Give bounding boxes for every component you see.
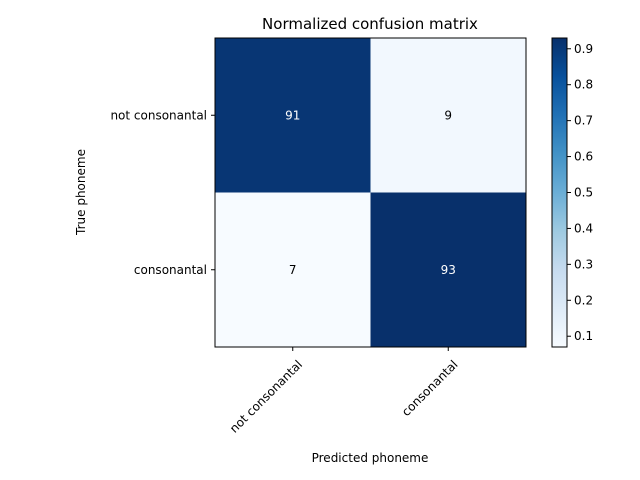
x-tick-label: consonantal xyxy=(399,357,461,419)
colorbar-tick-label: 0.5 xyxy=(574,186,593,200)
colorbar-tick-label: 0.8 xyxy=(574,78,593,92)
y-axis-label: True phoneme xyxy=(74,149,88,236)
matrix-cells xyxy=(215,38,526,347)
matrix-cell xyxy=(215,38,371,193)
colorbar-tick-label: 0.4 xyxy=(574,221,593,235)
y-tick-label: consonantal xyxy=(134,263,207,277)
matrix-cell xyxy=(370,192,526,347)
chart-title: Normalized confusion matrix xyxy=(262,15,478,33)
matrix-cell-label: 9 xyxy=(444,108,452,122)
y-axis-ticks: not consonantal consonantal xyxy=(110,108,215,277)
matrix-cell-label: 93 xyxy=(441,263,456,277)
matrix-cell-label: 91 xyxy=(285,108,300,122)
matrix-cell xyxy=(370,38,526,193)
x-axis-label: Predicted phoneme xyxy=(312,451,429,465)
colorbar-tick-label: 0.6 xyxy=(574,150,593,164)
colorbar-tick-label: 0.2 xyxy=(574,293,593,307)
colorbar-tick-label: 0.7 xyxy=(574,114,593,128)
matrix-cell-label: 7 xyxy=(289,263,297,277)
matrix-cell xyxy=(215,192,371,347)
x-tick-label: not consonantal xyxy=(227,357,305,435)
y-tick-label: not consonantal xyxy=(110,108,207,122)
colorbar-tick-label: 0.1 xyxy=(574,329,593,343)
x-axis-ticks: not consonantal consonantal xyxy=(227,347,461,436)
colorbar-tick-label: 0.9 xyxy=(574,42,593,56)
colorbar-ticks: 0.1 0.2 0.3 0.4 0.5 0.6 0.7 0.8 0.9 xyxy=(567,42,593,343)
matrix-frame xyxy=(214,37,527,348)
matrix-cell-labels: 91 9 7 93 xyxy=(285,108,456,277)
colorbar xyxy=(551,37,568,348)
colorbar-tick-label: 0.3 xyxy=(574,257,593,271)
